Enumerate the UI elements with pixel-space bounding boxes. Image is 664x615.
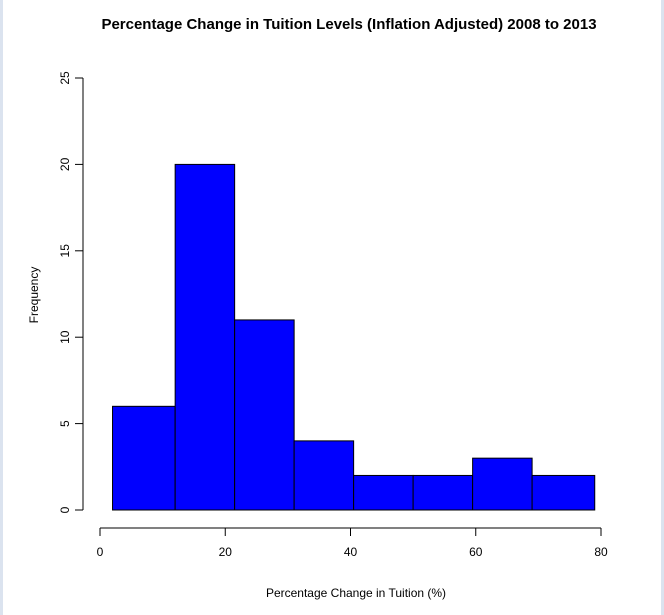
histogram-bar-2 <box>174 163 236 511</box>
y-axis-ticks: 0 5 10 15 20 25 <box>58 71 83 513</box>
histogram-bar-8 <box>531 474 596 511</box>
histogram-bar-3 <box>234 319 295 511</box>
y-axis-label: Frequency <box>27 267 41 324</box>
y-tick-label: 20 <box>58 157 72 171</box>
y-tick-label: 5 <box>58 420 72 427</box>
histogram-bar-7 <box>472 457 533 511</box>
x-tick-label: 80 <box>594 545 608 559</box>
y-tick-label: 25 <box>58 71 72 85</box>
histogram-bar-4 <box>293 440 355 511</box>
x-tick-label: 60 <box>469 545 483 559</box>
histogram-bar-6 <box>412 474 474 511</box>
bars-group <box>112 163 596 511</box>
y-tick-label: 0 <box>58 506 72 513</box>
histogram-bar-1 <box>112 405 176 511</box>
x-tick-label: 40 <box>344 545 358 559</box>
y-tick-label: 15 <box>58 244 72 258</box>
y-tick-label: 10 <box>58 330 72 344</box>
x-tick-label: 0 <box>97 545 104 559</box>
x-axis-label: Percentage Change in Tuition (%) <box>266 586 446 600</box>
x-axis-ticks: 0 20 40 60 80 <box>97 528 608 559</box>
histogram-bar-5 <box>353 474 414 511</box>
histogram-chart: Percentage Change in Tuition Levels (Inf… <box>27 16 608 600</box>
chart-title: Percentage Change in Tuition Levels (Inf… <box>101 16 596 33</box>
x-tick-label: 20 <box>219 545 233 559</box>
